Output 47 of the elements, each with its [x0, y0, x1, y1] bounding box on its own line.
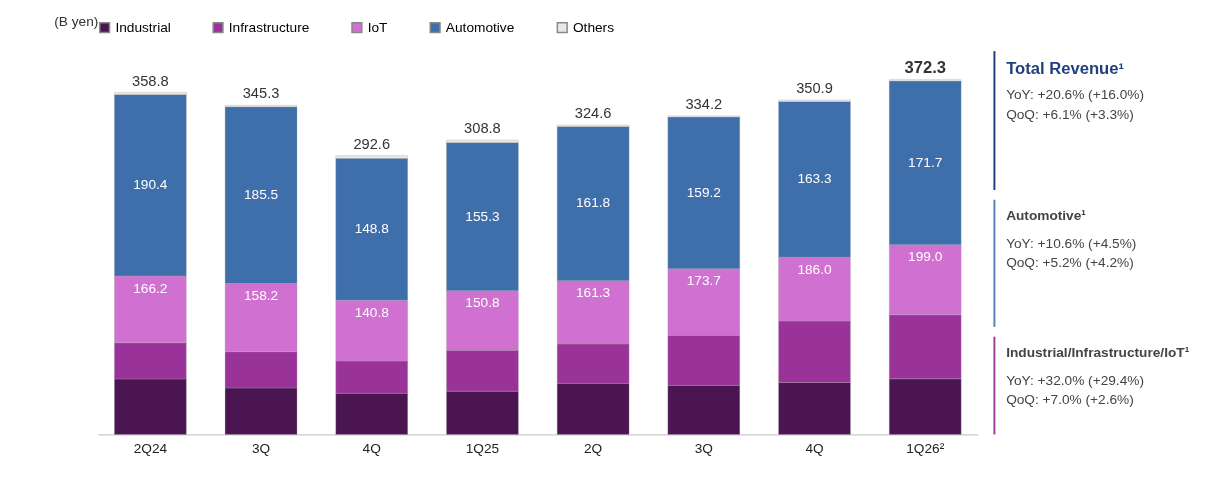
total-label: 345.3 [242, 85, 280, 102]
y-axis-title: (B yen) [54, 14, 99, 30]
total-label: 292.6 [353, 135, 391, 152]
total-label: 308.8 [464, 120, 501, 137]
total-label: 334.2 [685, 95, 723, 112]
annotation: 158.2 [243, 288, 279, 304]
text: Total Revenue¹ [1006, 58, 1125, 78]
x-tick-label: 3Q [694, 441, 713, 457]
annotation: 166.2 [133, 280, 168, 296]
x-tick-label: 4Q [362, 441, 381, 457]
legend-label: Industrial [115, 19, 171, 35]
text: QoQ: +7.0% (+2.6%) [1006, 392, 1134, 408]
x-tick-label: 2Q24 [133, 441, 168, 457]
data-label: 155.3 [465, 208, 500, 224]
data-label: 163.3 [797, 171, 832, 187]
annotation: 161.3 [576, 285, 611, 301]
x-tick-label: 2Q [584, 441, 603, 457]
annotation: 199.0 [908, 249, 943, 265]
text: YoY: +20.6% (+16.0%) [1006, 87, 1144, 103]
data-label: 185.5 [243, 187, 279, 203]
legend-label: Automotive [445, 19, 515, 35]
x-tick-label: 1Q25 [465, 441, 500, 457]
annotation: 173.7 [686, 273, 721, 289]
total-label: 358.8 [132, 72, 169, 89]
data-label: 190.4 [133, 177, 168, 193]
legend-label: IoT [367, 19, 389, 35]
total-label: 350.9 [796, 80, 833, 97]
data-label: 148.8 [354, 221, 390, 237]
text: QoQ: +5.2% (+4.2%) [1006, 255, 1134, 271]
data-label: 161.8 [576, 195, 611, 211]
annotation: 150.8 [465, 295, 500, 311]
data-label: 171.7 [908, 154, 943, 170]
x-tick-label: 3Q [251, 441, 271, 457]
annotation: 186.0 [797, 261, 833, 277]
legend-label: Others [572, 19, 615, 35]
text: Industrial/Infrastructure/IoT¹ [1006, 345, 1190, 361]
total-label: 372.3 [904, 57, 946, 77]
text: QoQ: +6.1% (+3.3%) [1006, 106, 1134, 122]
data-label: 159.2 [686, 184, 721, 200]
text: Automotive¹ [1006, 208, 1087, 224]
annotation: 140.8 [354, 304, 390, 320]
legend-label: Infrastructure [228, 19, 310, 35]
x-tick-label: 1Q26² [906, 441, 945, 457]
text: YoY: +10.6% (+4.5%) [1006, 235, 1137, 251]
total-label: 324.6 [574, 105, 612, 122]
text: YoY: +32.0% (+29.4%) [1006, 372, 1144, 388]
x-tick-label: 4Q [805, 441, 824, 457]
